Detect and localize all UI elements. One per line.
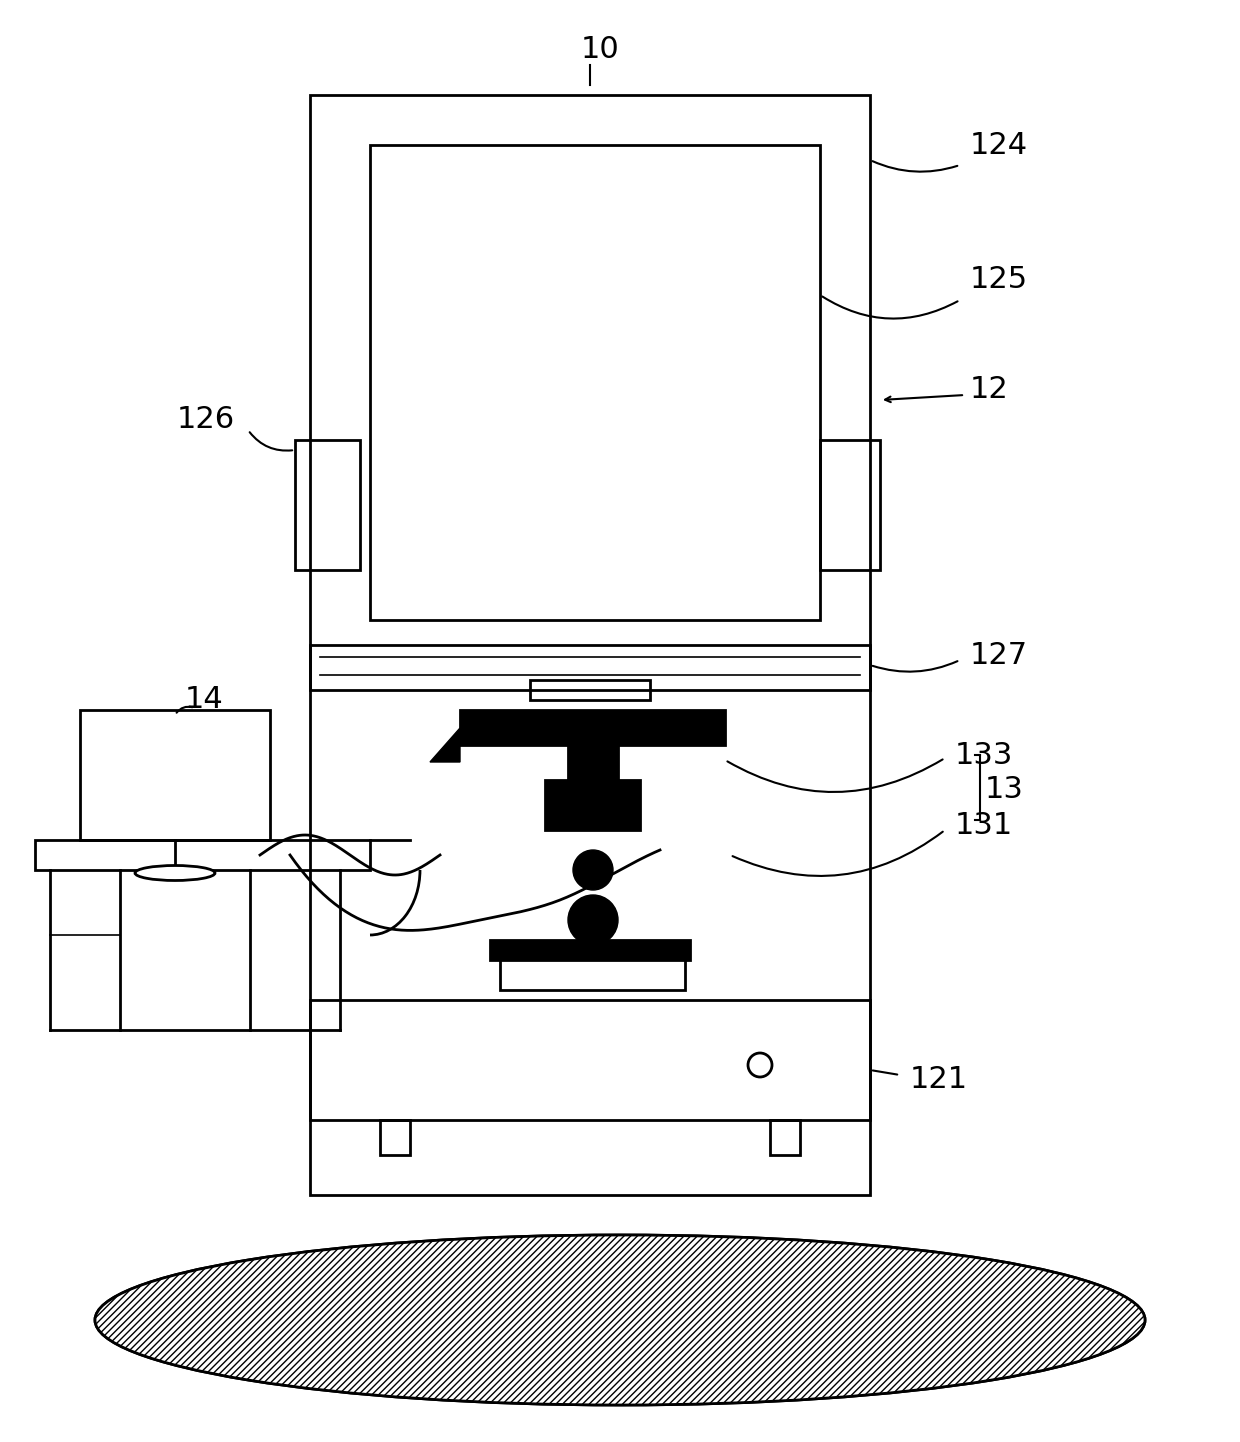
Text: 131: 131 bbox=[955, 810, 1013, 839]
Text: 13: 13 bbox=[985, 776, 1024, 805]
Bar bbox=[770, 1120, 800, 1155]
Bar bbox=[490, 940, 689, 960]
Text: 10: 10 bbox=[580, 36, 619, 65]
Ellipse shape bbox=[95, 1234, 1145, 1405]
Text: 126: 126 bbox=[177, 405, 236, 434]
Bar bbox=[370, 146, 820, 620]
Text: 121: 121 bbox=[910, 1066, 968, 1094]
Text: 127: 127 bbox=[970, 640, 1028, 669]
Text: 124: 124 bbox=[970, 130, 1028, 160]
Text: 12: 12 bbox=[970, 375, 1009, 405]
Bar bbox=[460, 709, 725, 746]
Circle shape bbox=[568, 895, 618, 945]
Bar bbox=[529, 681, 650, 699]
Bar bbox=[379, 1120, 410, 1155]
Text: 14: 14 bbox=[185, 685, 223, 714]
Bar bbox=[820, 440, 880, 570]
Bar bbox=[35, 841, 370, 870]
Bar bbox=[295, 440, 360, 570]
Bar bbox=[81, 709, 270, 841]
Bar bbox=[500, 955, 684, 991]
Bar bbox=[546, 780, 640, 831]
Text: 133: 133 bbox=[955, 741, 1013, 770]
Bar bbox=[310, 95, 870, 1195]
Text: 125: 125 bbox=[970, 265, 1028, 294]
Bar bbox=[310, 645, 870, 691]
Ellipse shape bbox=[135, 865, 215, 881]
Bar bbox=[568, 746, 618, 780]
Polygon shape bbox=[430, 728, 460, 761]
Circle shape bbox=[573, 849, 613, 890]
Bar bbox=[310, 999, 870, 1120]
Ellipse shape bbox=[95, 1234, 1145, 1405]
